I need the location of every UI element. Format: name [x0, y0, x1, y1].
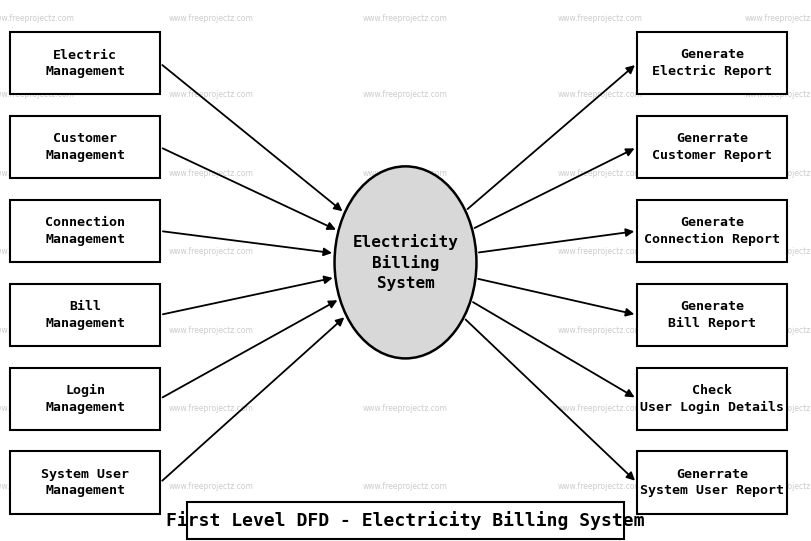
Ellipse shape [335, 167, 477, 358]
FancyBboxPatch shape [10, 283, 161, 346]
Text: Electric
Management: Electric Management [45, 49, 125, 78]
FancyBboxPatch shape [637, 283, 787, 346]
Text: www.freeprojectz.com: www.freeprojectz.com [744, 483, 811, 491]
Text: www.freeprojectz.com: www.freeprojectz.com [744, 326, 811, 334]
Text: First Level DFD - Electricity Billing System: First Level DFD - Electricity Billing Sy… [166, 511, 645, 530]
Text: www.freeprojectz.com: www.freeprojectz.com [0, 247, 75, 256]
Text: Login
Management: Login Management [45, 384, 125, 413]
FancyBboxPatch shape [10, 451, 161, 514]
Text: www.freeprojectz.com: www.freeprojectz.com [0, 169, 75, 177]
Text: System User
Management: System User Management [41, 468, 129, 497]
Text: www.freeprojectz.com: www.freeprojectz.com [363, 90, 448, 99]
Text: Generrate
System User Report: Generrate System User Report [640, 468, 784, 497]
Text: www.freeprojectz.com: www.freeprojectz.com [744, 169, 811, 177]
FancyBboxPatch shape [637, 32, 787, 94]
FancyBboxPatch shape [10, 200, 161, 262]
FancyBboxPatch shape [10, 32, 161, 94]
FancyBboxPatch shape [10, 116, 161, 179]
Text: www.freeprojectz.com: www.freeprojectz.com [744, 404, 811, 413]
Text: Generate
Electric Report: Generate Electric Report [652, 49, 772, 78]
Text: www.freeprojectz.com: www.freeprojectz.com [169, 483, 253, 491]
Text: www.freeprojectz.com: www.freeprojectz.com [558, 247, 642, 256]
Text: www.freeprojectz.com: www.freeprojectz.com [0, 15, 75, 23]
Text: www.freeprojectz.com: www.freeprojectz.com [363, 15, 448, 23]
Text: www.freeprojectz.com: www.freeprojectz.com [558, 169, 642, 177]
FancyBboxPatch shape [637, 200, 787, 262]
Text: www.freeprojectz.com: www.freeprojectz.com [0, 483, 75, 491]
Text: www.freeprojectz.com: www.freeprojectz.com [558, 90, 642, 99]
Text: www.freeprojectz.com: www.freeprojectz.com [744, 15, 811, 23]
Text: Check
User Login Details: Check User Login Details [640, 384, 784, 413]
Text: www.freeprojectz.com: www.freeprojectz.com [363, 169, 448, 177]
Text: www.freeprojectz.com: www.freeprojectz.com [0, 404, 75, 413]
Text: www.freeprojectz.com: www.freeprojectz.com [744, 90, 811, 99]
Text: www.freeprojectz.com: www.freeprojectz.com [558, 404, 642, 413]
Text: Generate
Connection Report: Generate Connection Report [644, 216, 780, 246]
Text: Bill
Management: Bill Management [45, 300, 125, 329]
Text: Connection
Management: Connection Management [45, 216, 125, 246]
Text: www.freeprojectz.com: www.freeprojectz.com [558, 15, 642, 23]
FancyBboxPatch shape [10, 368, 161, 430]
Text: www.freeprojectz.com: www.freeprojectz.com [169, 90, 253, 99]
Text: Customer
Management: Customer Management [45, 133, 125, 162]
Text: www.freeprojectz.com: www.freeprojectz.com [363, 404, 448, 413]
Text: Electricity
Billing
System: Electricity Billing System [353, 234, 458, 291]
FancyBboxPatch shape [637, 116, 787, 179]
Text: www.freeprojectz.com: www.freeprojectz.com [169, 15, 253, 23]
Text: Generate
Bill Report: Generate Bill Report [668, 300, 756, 329]
Text: www.freeprojectz.com: www.freeprojectz.com [0, 90, 75, 99]
Text: www.freeprojectz.com: www.freeprojectz.com [558, 326, 642, 334]
Text: www.freeprojectz.com: www.freeprojectz.com [363, 483, 448, 491]
Text: www.freeprojectz.com: www.freeprojectz.com [744, 247, 811, 256]
Text: www.freeprojectz.com: www.freeprojectz.com [169, 169, 253, 177]
Text: www.freeprojectz.com: www.freeprojectz.com [363, 247, 448, 256]
Text: www.freeprojectz.com: www.freeprojectz.com [169, 247, 253, 256]
FancyBboxPatch shape [637, 451, 787, 514]
Text: www.freeprojectz.com: www.freeprojectz.com [558, 483, 642, 491]
Text: Generrate
Customer Report: Generrate Customer Report [652, 133, 772, 162]
FancyBboxPatch shape [187, 502, 624, 539]
Text: www.freeprojectz.com: www.freeprojectz.com [363, 326, 448, 334]
Text: www.freeprojectz.com: www.freeprojectz.com [169, 326, 253, 334]
FancyBboxPatch shape [637, 368, 787, 430]
Text: www.freeprojectz.com: www.freeprojectz.com [0, 326, 75, 334]
Text: www.freeprojectz.com: www.freeprojectz.com [169, 404, 253, 413]
